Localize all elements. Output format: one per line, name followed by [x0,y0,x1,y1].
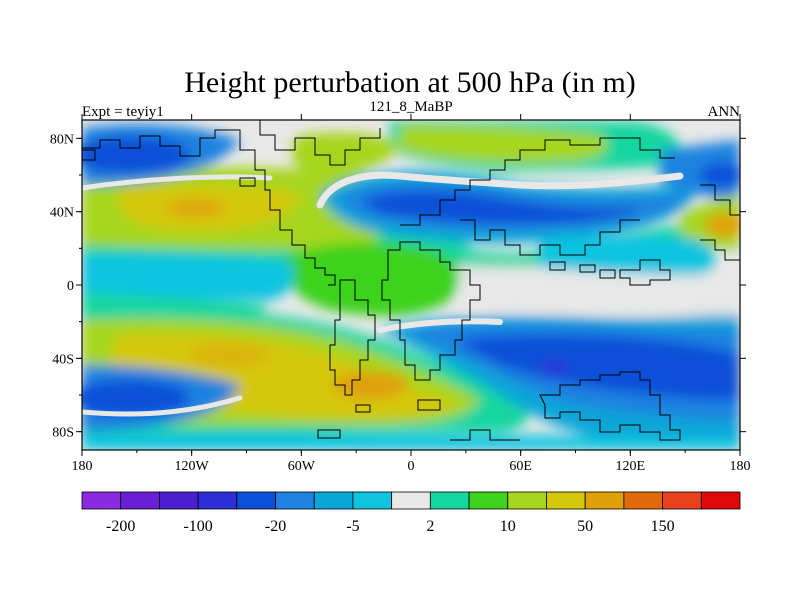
colorbar: -200 -100 -20 -5 2 10 50 150 [81,491,741,535]
colorbar-swatch [81,491,122,510]
coastlines [82,120,740,441]
y-tick-label: 80N [50,132,74,147]
axes: 180 120W 60W 0 60E 120E 180 80N 40N 0 40S 80S [50,114,751,474]
colorbar-swatch [700,491,741,510]
colorbar-swatch [468,491,509,510]
colorbar-swatch [623,491,663,510]
x-tick-label: 180 [730,459,751,474]
colorbar-swatch [546,491,586,510]
y-tick-label: 40S [52,352,74,367]
colorbar-label: -20 [265,518,286,535]
colorbar-label: -100 [183,518,212,535]
left-label: Expt = teyiy1 [82,104,164,120]
colorbar-swatch [391,491,431,510]
x-tick-label: 0 [408,459,415,474]
y-tick-label: 80S [52,426,74,441]
colorbar-label: 50 [577,518,593,535]
colorbar-swatch [197,491,238,510]
colorbar-label: -5 [346,518,359,535]
x-tick-label: 180 [72,459,93,474]
right-label: ANN [708,104,741,120]
colorbar-swatch [429,491,470,510]
colorbar-swatch [313,491,354,510]
y-tick-label: 40N [50,206,74,221]
colorbar-swatch [352,491,393,510]
colorbar-label: -200 [106,518,135,535]
colorbar-swatch [236,491,276,510]
colorbar-swatch [584,491,625,510]
contour-field [82,120,740,450]
center-label: 121_8_MaBP [369,99,452,115]
colorbar-swatch [507,491,547,510]
y-tick-label: 0 [67,279,74,294]
colorbar-label: 150 [651,518,675,535]
x-tick-label: 60E [509,459,532,474]
colorbar-swatch [159,491,199,510]
colorbar-swatch [662,491,702,510]
colorbar-swatch [275,491,315,510]
chart-title: Height perturbation at 500 hPa (in m) [184,66,636,99]
colorbar-label: 10 [500,518,516,535]
x-tick-label: 120E [616,459,646,474]
x-tick-label: 60W [288,459,316,474]
colorbar-swatch [120,491,160,510]
colorbar-label: 2 [426,518,434,535]
x-tick-label: 120W [175,459,210,474]
